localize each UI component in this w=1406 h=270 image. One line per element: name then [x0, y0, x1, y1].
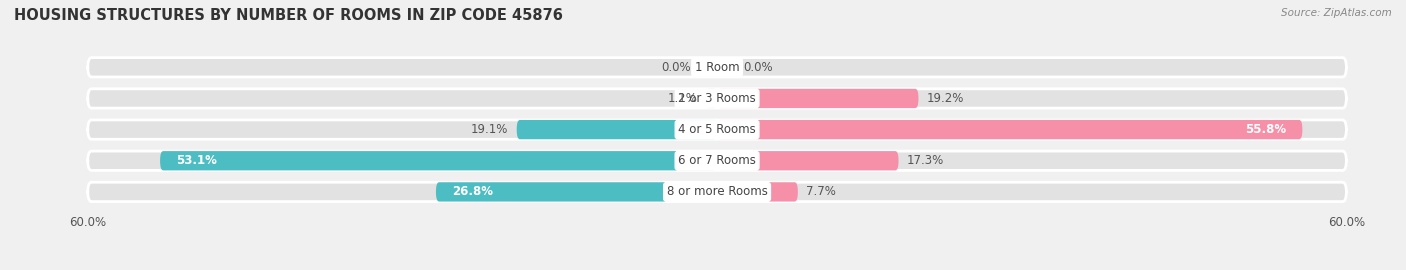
- Text: 0.0%: 0.0%: [744, 61, 773, 74]
- FancyBboxPatch shape: [87, 58, 1347, 77]
- Text: 53.1%: 53.1%: [176, 154, 217, 167]
- FancyBboxPatch shape: [517, 120, 717, 139]
- Text: 0.0%: 0.0%: [661, 61, 690, 74]
- FancyBboxPatch shape: [717, 89, 918, 108]
- Text: 7.7%: 7.7%: [806, 185, 837, 198]
- FancyBboxPatch shape: [436, 182, 717, 202]
- FancyBboxPatch shape: [87, 151, 1347, 170]
- FancyBboxPatch shape: [717, 182, 797, 202]
- FancyBboxPatch shape: [717, 151, 898, 170]
- Text: 17.3%: 17.3%: [907, 154, 945, 167]
- Text: 6 or 7 Rooms: 6 or 7 Rooms: [678, 154, 756, 167]
- Text: HOUSING STRUCTURES BY NUMBER OF ROOMS IN ZIP CODE 45876: HOUSING STRUCTURES BY NUMBER OF ROOMS IN…: [14, 8, 562, 23]
- FancyBboxPatch shape: [717, 120, 1302, 139]
- Legend: Owner-occupied, Renter-occupied: Owner-occupied, Renter-occupied: [586, 266, 848, 270]
- Text: 8 or more Rooms: 8 or more Rooms: [666, 185, 768, 198]
- Text: 2 or 3 Rooms: 2 or 3 Rooms: [678, 92, 756, 105]
- Text: 55.8%: 55.8%: [1246, 123, 1286, 136]
- FancyBboxPatch shape: [87, 182, 1347, 202]
- Text: 19.1%: 19.1%: [471, 123, 509, 136]
- Text: 1 Room: 1 Room: [695, 61, 740, 74]
- FancyBboxPatch shape: [87, 89, 1347, 108]
- FancyBboxPatch shape: [160, 151, 717, 170]
- Text: 1.1%: 1.1%: [668, 92, 697, 105]
- FancyBboxPatch shape: [706, 89, 717, 108]
- Text: 19.2%: 19.2%: [927, 92, 965, 105]
- FancyBboxPatch shape: [87, 120, 1347, 139]
- Text: 26.8%: 26.8%: [451, 185, 492, 198]
- Text: Source: ZipAtlas.com: Source: ZipAtlas.com: [1281, 8, 1392, 18]
- Text: 4 or 5 Rooms: 4 or 5 Rooms: [678, 123, 756, 136]
